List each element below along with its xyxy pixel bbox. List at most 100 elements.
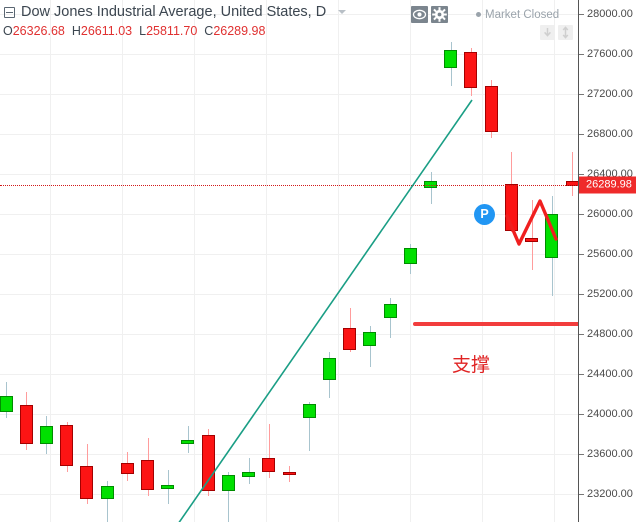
- candle-body: [303, 404, 316, 418]
- price-tick: [579, 494, 584, 495]
- ohlc-close-value: 26289.98: [213, 24, 266, 38]
- gridline-horizontal: [0, 54, 578, 55]
- candle-wick: [532, 200, 533, 270]
- chart-plot-area[interactable]: P 支撑: [0, 0, 578, 522]
- gridline-vertical: [50, 0, 51, 522]
- candle-body: [60, 425, 73, 466]
- price-tick: [579, 414, 584, 415]
- ohlc-high-label: H: [71, 24, 81, 38]
- candle-body: [343, 328, 356, 350]
- candle-wick: [431, 172, 432, 204]
- support-annotation-label: 支撑: [452, 354, 491, 376]
- gear-icon[interactable]: [431, 6, 448, 23]
- price-tick-label: 26000.00: [587, 208, 633, 220]
- gridline-vertical: [554, 0, 555, 522]
- market-status-text: Market Closed: [485, 9, 560, 21]
- gridline-horizontal: [0, 454, 578, 455]
- p-marker[interactable]: P: [474, 204, 495, 225]
- ohlc-open-value: 26326.68: [12, 24, 65, 38]
- candle-body: [222, 475, 235, 491]
- candle-wick: [572, 152, 573, 196]
- price-tick: [579, 94, 584, 95]
- candle-body: [0, 396, 13, 412]
- eye-icon[interactable]: [411, 6, 428, 23]
- candle-body: [363, 332, 376, 346]
- candle-wick: [269, 424, 270, 478]
- zigzag-drawing[interactable]: [505, 199, 558, 246]
- candle-body: [424, 181, 437, 188]
- price-tick-label: 25600.00: [587, 248, 633, 260]
- candle-wick: [249, 458, 250, 484]
- price-tick: [579, 134, 584, 135]
- candle-body: [404, 248, 417, 264]
- gridline-horizontal: [0, 14, 578, 15]
- candle-body: [384, 304, 397, 318]
- chevron-down-icon[interactable]: [338, 10, 347, 14]
- candle-wick: [390, 298, 391, 338]
- price-scale[interactable]: 28000.00 27600.00 27200.00 26800.00 26400.00…: [578, 0, 636, 522]
- ohlc-readout: O26326.68 H26611.03 L25811.70 C26289.98: [3, 24, 272, 38]
- candle-body: [121, 463, 134, 474]
- gridline-vertical: [338, 0, 339, 522]
- last-price-label: 26289.98: [579, 176, 636, 194]
- ohlc-low-value: 25811.70: [146, 24, 198, 38]
- gridline-horizontal: [0, 174, 578, 175]
- ohlc-close-label: C: [204, 24, 214, 38]
- candle-body: [20, 405, 33, 444]
- candle-body: [323, 358, 336, 380]
- status-dot: [476, 12, 481, 18]
- candle-body: [262, 458, 275, 472]
- trendline-drawing[interactable]: [178, 99, 473, 522]
- candle-wick: [228, 472, 229, 522]
- minus-square-icon[interactable]: [4, 6, 15, 18]
- gridline-horizontal: [0, 254, 578, 255]
- price-tick: [579, 454, 584, 455]
- price-tick-label: 23600.00: [587, 448, 633, 460]
- price-tick-label: 23200.00: [587, 488, 633, 500]
- price-tick: [579, 254, 584, 255]
- price-tick-label: 24000.00: [587, 408, 633, 420]
- gridline-vertical: [482, 0, 483, 522]
- gridline-vertical: [266, 0, 267, 522]
- price-tick-label: 28000.00: [587, 8, 633, 20]
- price-tick-label: 25200.00: [587, 288, 633, 300]
- price-tick: [579, 334, 584, 335]
- gridline-horizontal: [0, 414, 578, 415]
- candle-body: [485, 86, 498, 132]
- drawings-overlay: [178, 99, 578, 522]
- symbol-row: Dow Jones Industrial Average, United Sta…: [4, 4, 347, 20]
- candle-body: [525, 238, 538, 242]
- ohlc-high-value: 26611.03: [80, 24, 133, 38]
- gridline-horizontal: [0, 134, 578, 135]
- ohlc-low-label: L: [139, 24, 147, 38]
- arrow-down-icon[interactable]: [540, 25, 555, 40]
- price-tick: [579, 374, 584, 375]
- price-tick-label: 24400.00: [587, 368, 633, 380]
- candle-body: [181, 440, 194, 444]
- candle-wick: [309, 402, 310, 451]
- candle-body: [545, 214, 558, 258]
- header-button-group: [411, 6, 448, 23]
- arrow-up-down-icon[interactable]: [558, 25, 573, 40]
- symbol-title[interactable]: Dow Jones Industrial Average, United Sta…: [21, 4, 327, 20]
- scale-button-group: [540, 25, 573, 40]
- candle-body: [101, 486, 114, 499]
- candle-body: [141, 460, 154, 490]
- gridline-horizontal: [0, 374, 578, 375]
- gridline-vertical: [194, 0, 195, 522]
- chart-header: Dow Jones Industrial Average, United Sta…: [0, 0, 578, 44]
- candle-body: [444, 50, 457, 68]
- price-tick-label: 27600.00: [587, 48, 633, 60]
- last-price-line: [0, 185, 578, 186]
- candle-body: [40, 426, 53, 444]
- candle-body: [161, 485, 174, 489]
- candle-body: [242, 472, 255, 477]
- price-tick-label: 26800.00: [587, 128, 633, 140]
- gridline-horizontal: [0, 334, 578, 335]
- candle-body: [464, 52, 477, 88]
- market-status: Market Closed: [476, 9, 559, 21]
- gridline-horizontal: [0, 294, 578, 295]
- candle-wick: [107, 481, 108, 522]
- price-tick-label: 24800.00: [587, 328, 633, 340]
